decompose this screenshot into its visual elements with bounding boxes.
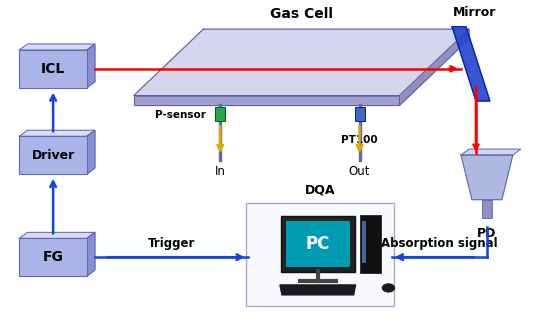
FancyBboxPatch shape: [355, 108, 365, 121]
Text: In: In: [215, 165, 226, 178]
Polygon shape: [461, 149, 521, 155]
Text: Driver: Driver: [31, 149, 75, 162]
Text: DQA: DQA: [305, 184, 335, 197]
Polygon shape: [19, 44, 95, 50]
Text: PD: PD: [477, 227, 497, 240]
Text: Absorption signal: Absorption signal: [381, 237, 498, 250]
Polygon shape: [87, 130, 95, 174]
Polygon shape: [280, 285, 356, 295]
Polygon shape: [134, 96, 399, 106]
Text: Gas Cell: Gas Cell: [270, 7, 333, 21]
Polygon shape: [399, 29, 469, 106]
Polygon shape: [87, 44, 95, 88]
Text: ICL: ICL: [41, 62, 65, 76]
FancyBboxPatch shape: [19, 136, 87, 174]
Text: FG: FG: [43, 250, 64, 264]
Polygon shape: [452, 27, 490, 101]
Polygon shape: [19, 232, 95, 238]
Text: PC: PC: [306, 235, 330, 253]
Text: Mirror: Mirror: [453, 6, 497, 19]
Polygon shape: [19, 130, 95, 136]
FancyBboxPatch shape: [361, 220, 366, 263]
FancyBboxPatch shape: [19, 50, 87, 88]
FancyBboxPatch shape: [286, 220, 350, 267]
Polygon shape: [134, 29, 469, 96]
Polygon shape: [87, 232, 95, 276]
FancyBboxPatch shape: [19, 238, 87, 276]
FancyBboxPatch shape: [246, 203, 394, 306]
Polygon shape: [461, 155, 513, 200]
Text: P-sensor: P-sensor: [156, 111, 206, 120]
FancyBboxPatch shape: [482, 200, 492, 217]
FancyBboxPatch shape: [215, 108, 226, 121]
Text: PT100: PT100: [341, 135, 378, 145]
FancyBboxPatch shape: [360, 214, 382, 273]
Ellipse shape: [382, 284, 394, 292]
Text: Out: Out: [349, 165, 370, 178]
FancyBboxPatch shape: [281, 215, 355, 272]
Text: Trigger: Trigger: [147, 237, 195, 250]
